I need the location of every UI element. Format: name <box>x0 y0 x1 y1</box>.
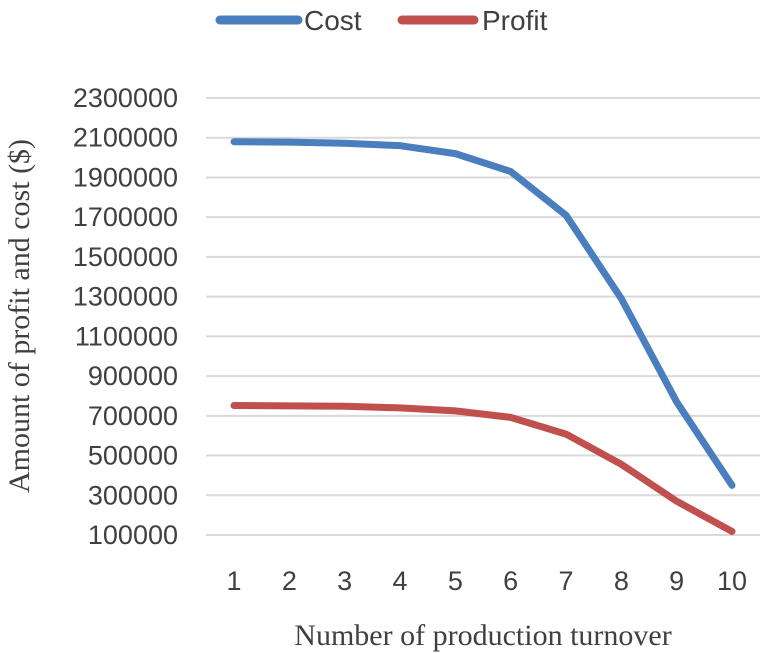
x-axis-title: Number of production turnover <box>294 619 671 652</box>
x-tick-label: 1 <box>226 566 241 596</box>
x-tick-label: 8 <box>614 566 629 596</box>
y-axis-tick-labels: 100000 300000 500000 700000 900000 1100000 130… <box>73 83 178 550</box>
series-line-cost <box>230 138 736 489</box>
y-axis-title: Amount of profit and cost ($) <box>3 139 36 493</box>
x-tick-label: 9 <box>669 566 684 596</box>
y-tick-label: 1300000 <box>73 282 178 312</box>
y-tick-label: 2100000 <box>73 123 178 153</box>
legend-label-profit: Profit <box>482 5 548 36</box>
y-tick-label: 1700000 <box>73 202 178 232</box>
x-tick-label: 3 <box>337 566 352 596</box>
x-tick-label: 4 <box>392 566 407 596</box>
y-tick-label: 900000 <box>88 361 178 391</box>
y-tick-label: 300000 <box>88 480 178 510</box>
x-tick-label: 7 <box>558 566 573 596</box>
series-line-profit <box>230 401 736 535</box>
y-tick-label: 700000 <box>88 401 178 431</box>
legend: Cost Profit <box>215 5 548 36</box>
y-tick-label: 500000 <box>88 441 178 471</box>
x-tick-label: 5 <box>448 566 463 596</box>
x-tick-label: 2 <box>282 566 297 596</box>
gridlines <box>206 97 760 536</box>
legend-label-cost: Cost <box>304 5 362 36</box>
y-tick-label: 100000 <box>88 520 178 550</box>
y-tick-label: 1100000 <box>75 321 178 351</box>
x-tick-label: 6 <box>503 566 518 596</box>
x-axis-tick-labels: 1 2 3 4 5 6 7 8 9 10 <box>226 566 747 596</box>
x-tick-label: 10 <box>717 566 747 596</box>
y-tick-label: 1500000 <box>73 242 178 272</box>
y-tick-label: 1900000 <box>73 162 178 192</box>
y-tick-label: 2300000 <box>73 83 178 113</box>
series-lines <box>230 138 736 535</box>
